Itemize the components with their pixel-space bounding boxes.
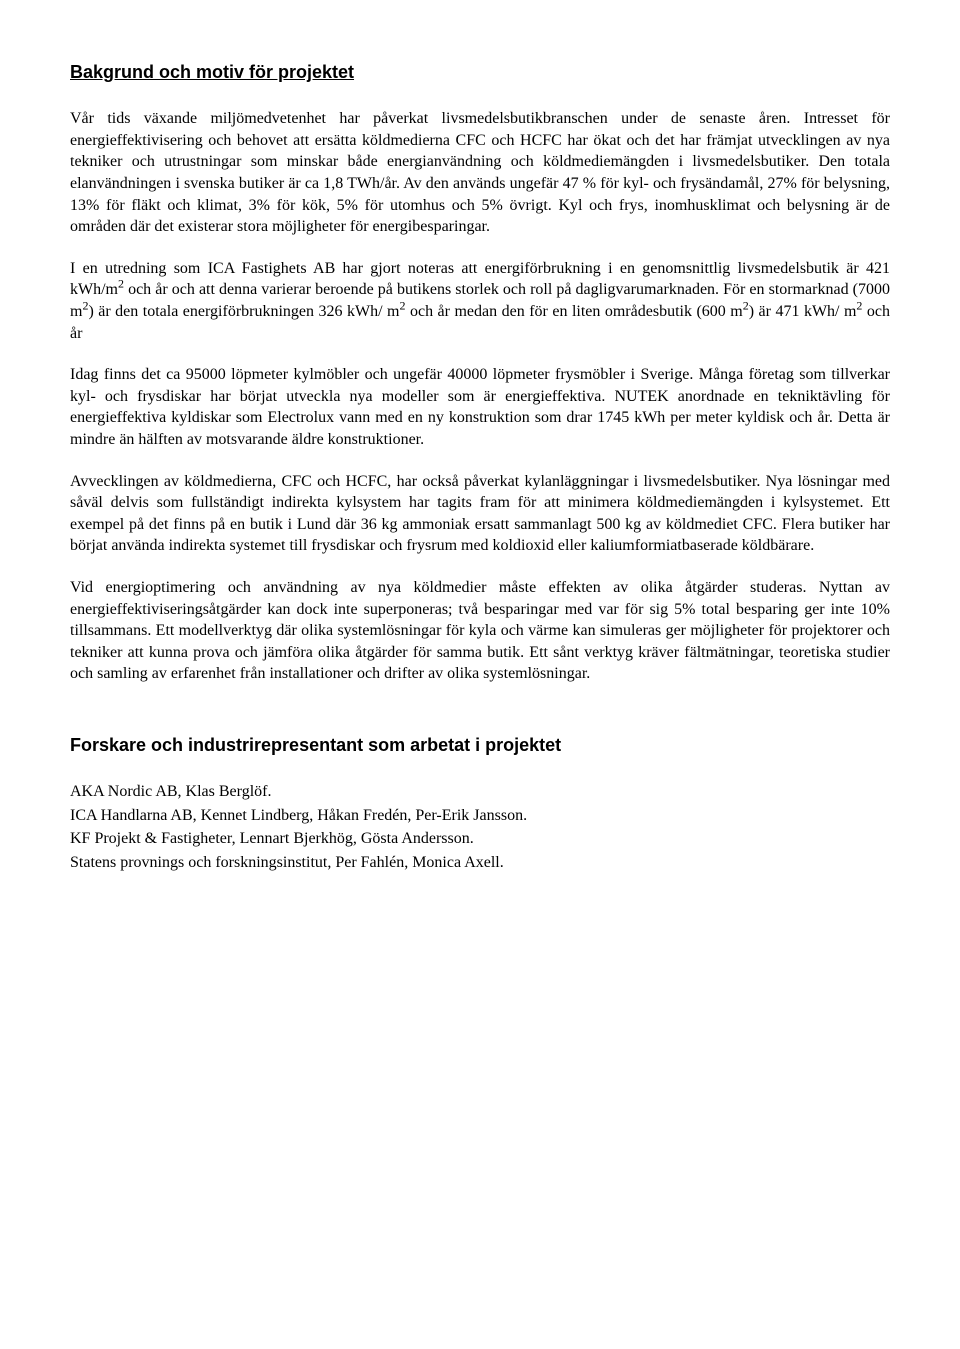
paragraph-1: Vår tids växande miljömedvetenhet har på… — [70, 108, 890, 238]
contributor-line: Statens provnings och forskningsinstitut… — [70, 852, 890, 874]
contributor-line: AKA Nordic AB, Klas Berglöf. — [70, 781, 890, 803]
contributor-line: ICA Handlarna AB, Kennet Lindberg, Håkan… — [70, 805, 890, 827]
paragraph-3: Idag finns det ca 95000 löpmeter kylmöbl… — [70, 364, 890, 450]
section-heading-contributors: Forskare och industrirepresentant som ar… — [70, 733, 890, 757]
paragraph-5: Vid energioptimering och användning av n… — [70, 577, 890, 685]
contributor-line: KF Projekt & Fastigheter, Lennart Bjerkh… — [70, 828, 890, 850]
section-heading-background: Bakgrund och motiv för projektet — [70, 60, 890, 84]
paragraph-4: Avvecklingen av köldmedierna, CFC och HC… — [70, 471, 890, 557]
contributors-list: AKA Nordic AB, Klas Berglöf. ICA Handlar… — [70, 781, 890, 873]
paragraph-2: I en utredning som ICA Fastighets AB har… — [70, 258, 890, 344]
